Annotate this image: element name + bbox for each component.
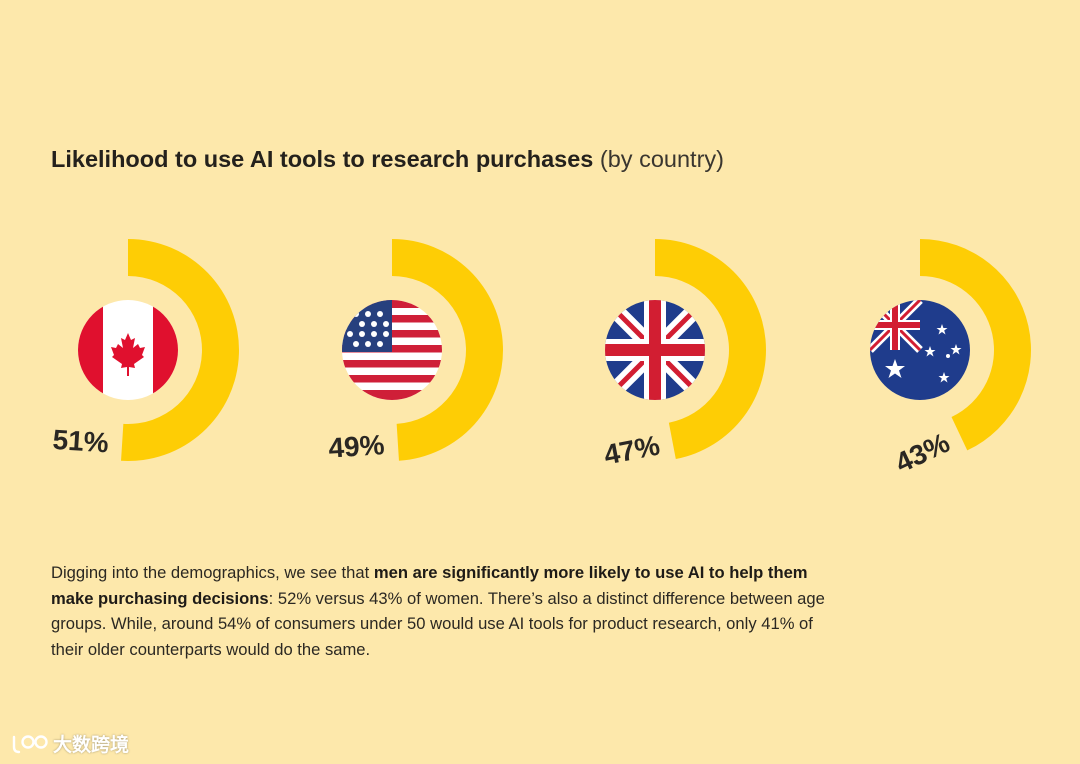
value-label-united-states: 49% xyxy=(328,429,386,463)
brand-logo-icon xyxy=(12,734,48,753)
value-label-canada: 51% xyxy=(52,424,110,458)
description-paragraph: Digging into the demographics, we see th… xyxy=(51,560,831,662)
canada-flag-icon xyxy=(78,300,178,400)
value-label-australia: 43% xyxy=(890,427,954,479)
chart-title-suffix: (by country) xyxy=(599,146,724,172)
description-text-start: Digging into the demographics, we see th… xyxy=(51,563,374,582)
radial-bar-australia xyxy=(920,239,1031,451)
uk-flag-icon xyxy=(605,300,705,400)
us-flag-icon xyxy=(342,300,442,400)
value-label-united-kingdom: 47% xyxy=(601,430,662,471)
description-text-end: : 52% versus 43% of women. There’s also … xyxy=(51,588,825,659)
watermark: 大数跨境 xyxy=(10,730,129,757)
radial-bar-united-kingdom xyxy=(655,239,766,460)
description-highlight: men are significantly more likely to use… xyxy=(51,563,808,608)
watermark-text: 大数跨境 xyxy=(53,735,130,756)
radial-bar-canada xyxy=(121,239,239,461)
chart-title: Likelihood to use AI tools to research p… xyxy=(51,146,724,173)
chart-title-main: Likelihood to use AI tools to research p… xyxy=(51,146,594,172)
radial-bar-united-states xyxy=(392,239,504,461)
australia-flag-icon xyxy=(870,300,970,400)
